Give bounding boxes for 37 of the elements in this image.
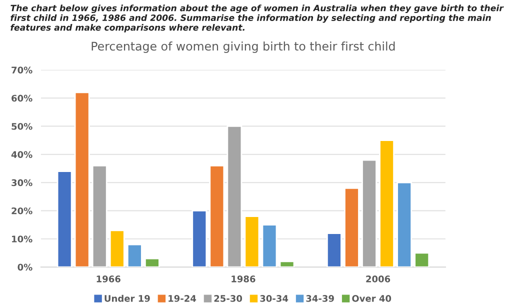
y-tick-label: 20% [12,207,32,214]
bar [414,252,430,268]
bar [362,159,377,268]
x-tick-label: 2006 [366,276,390,282]
bar [126,244,142,268]
legend-label: 34-39 [306,295,334,302]
bar [109,230,125,268]
y-tick-label: 30% [12,179,32,186]
text: The chart below gives information about the age of women in Australia when they gave birth to their first child in 1966, 1986 and 2006. Summarise the information by selecting and reporting the main features and make comparisons where relevant. [10,4,504,32]
x-tick-label: 1966 [96,276,120,282]
chart-title: Percentage of women giving birth to their first child [92,42,395,53]
bar [279,260,295,268]
bar [144,258,160,268]
legend-label: Under 19 [104,294,150,302]
bar [56,170,72,268]
bar [209,164,225,268]
bar [262,224,278,268]
bar [244,216,260,268]
bar [396,182,412,268]
legend-label: 25-30 [214,295,242,302]
legend-label: 19-24 [168,295,196,302]
bar [92,164,108,268]
x-tick-label: 1986 [232,276,256,282]
y-tick-label: 60% [12,94,32,102]
y-tick-label: 70% [12,66,32,74]
bar [326,232,342,268]
y-tick-label: 50% [12,122,32,130]
y-tick-label: 10% [12,236,32,242]
y-tick-label: 40% [11,151,32,158]
legend-label: 30-34 [260,295,288,302]
bar [379,140,394,268]
legend-label: Over 40 [352,295,392,302]
bar [226,126,242,268]
bar [344,187,360,268]
y-tick-label: 0% [18,264,32,271]
bar [74,92,90,268]
bar [192,210,208,268]
